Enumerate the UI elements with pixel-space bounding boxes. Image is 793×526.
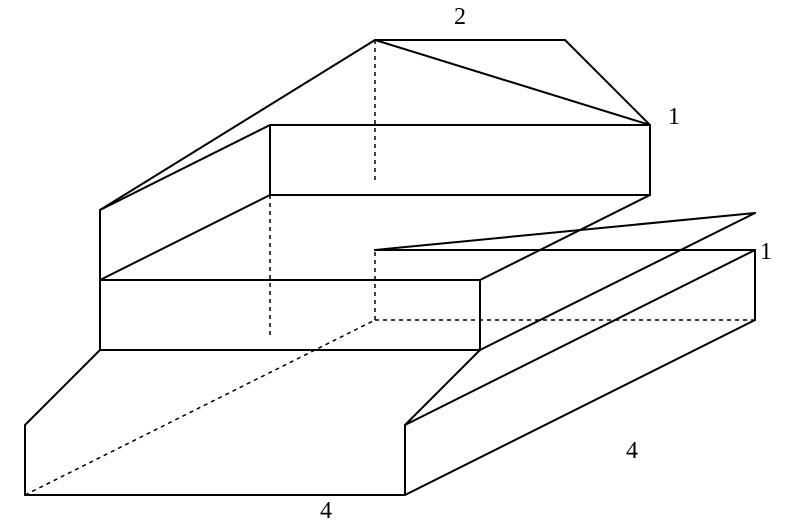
label-front-depth: 4 [626,438,638,465]
label-front-width: 4 [320,498,332,525]
label-upper-right-height: 1 [668,104,680,131]
solid-edge [100,125,270,210]
solid-edge [100,195,270,280]
step-solid-diagram [0,0,793,526]
solid-edge [480,213,755,350]
label-lower-right-height: 1 [760,239,772,266]
solid-edge [25,350,100,425]
solid-edge [405,320,755,495]
label-top-depth: 2 [454,4,466,31]
solid-edge [405,350,480,425]
hidden-edge [25,320,375,495]
solid-edge [405,250,755,425]
solid-edge [375,213,755,250]
